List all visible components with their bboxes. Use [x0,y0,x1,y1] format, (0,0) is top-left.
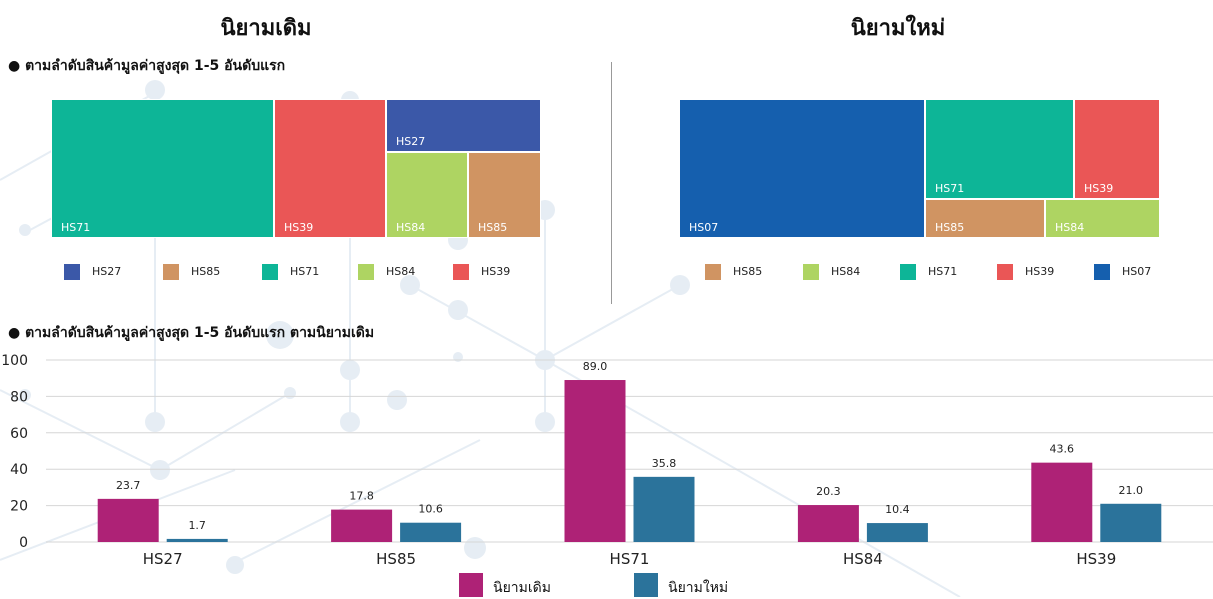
legend-label: HS84 [386,265,416,278]
bar-subtitle: ● ตามลำดับสินค้ามูลค่าสูงสุด 1-5 อันดับแ… [8,325,375,341]
treemap-tile-hs39[interactable]: HS39 [274,99,386,238]
y-tick-label: 100 [1,353,28,369]
treemap-tile-hs71[interactable]: HS71 [925,99,1074,199]
data-label: 21.0 [1119,484,1144,497]
bar-old-hs71[interactable] [564,380,626,542]
tile-label: HS39 [284,221,314,234]
legend-swatch [634,573,658,597]
data-label: 43.6 [1050,443,1075,456]
legend-label: นิยามใหม่ [668,580,729,596]
legend-label: นิยามเดิม [493,580,551,596]
treemap-tile-hs85[interactable]: HS85 [468,152,541,238]
bar-old-hs27[interactable] [97,498,159,542]
tile-label: HS07 [689,221,719,234]
bar-old-hs85[interactable] [331,509,393,542]
bar-new-hs71[interactable] [633,476,695,542]
bar-old-hs39[interactable] [1031,462,1093,542]
bar-chart: 0 20 40 60 80 100 23.7 1.7 HS27 17.8 10.6 HS85 89.0 3… [1,353,1213,568]
tile-label: HS85 [478,221,508,234]
right-title: นิยามใหม่ [850,16,946,41]
data-label: 17.8 [349,490,374,503]
legend-swatch [163,264,179,280]
legend-swatch [459,573,483,597]
bar-new-hs85[interactable] [400,522,462,542]
legend-swatch [358,264,374,280]
data-label: 20.3 [816,485,841,498]
x-tick-label: HS85 [376,550,416,568]
tile-label: HS84 [1055,221,1085,234]
legend-label: HS27 [92,265,122,278]
data-label: 10.4 [885,503,910,516]
legend-swatch [64,264,80,280]
panel-divider [611,62,612,304]
legend-swatch [900,264,916,280]
data-label: 1.7 [188,519,206,532]
x-tick-label: HS84 [843,550,883,568]
legend-label: HS84 [831,265,861,278]
data-label: 35.8 [652,457,677,470]
y-tick-label: 20 [10,499,28,515]
bar-old-hs84[interactable] [797,505,859,542]
legend-label: HS39 [481,265,511,278]
data-label: 10.6 [418,503,443,516]
treemap-legend-new: HS85 HS84 HS71 HS39 HS07 [705,264,1165,280]
treemap-legend-old: HS27 HS85 HS71 HS84 HS39 [64,264,544,280]
legend-label: HS71 [290,265,320,278]
treemap-tile-hs84[interactable]: HS84 [386,152,468,238]
tile-label: HS71 [61,221,91,234]
legend-label: HS07 [1122,265,1152,278]
treemap-new-definition: HS07 HS71 HS39 HS85 HS84 [679,99,1160,238]
y-tick-label: 40 [10,462,28,478]
treemap-subtitle: ● ตามลำดับสินค้ามูลค่าสูงสุด 1-5 อันดับแ… [8,58,286,74]
legend-swatch [705,264,721,280]
x-tick-label: HS27 [143,550,183,568]
y-tick-label: 60 [10,426,28,442]
y-tick-label: 80 [10,389,28,405]
data-label: 89.0 [583,360,608,373]
x-tick-label: HS39 [1076,550,1116,568]
tile-label: HS27 [396,135,426,148]
treemap-tile-hs85[interactable]: HS85 [925,199,1045,238]
bar-new-hs84[interactable] [866,523,928,542]
treemap-old-definition: HS71 HS39 HS27 HS84 HS85 [51,99,541,238]
tile-label: HS85 [935,221,965,234]
treemap-tile-hs71[interactable]: HS71 [51,99,274,238]
y-tick-label: 0 [19,535,28,551]
tile-label: HS39 [1084,182,1114,195]
legend-label: HS85 [733,265,763,278]
legend-label: HS85 [191,265,221,278]
x-tick-label: HS71 [610,550,650,568]
treemap-tile-hs84[interactable]: HS84 [1045,199,1160,238]
bar-new-hs27[interactable] [166,538,228,542]
bar-new-hs39[interactable] [1100,503,1162,542]
legend-swatch [997,264,1013,280]
tile-label: HS84 [396,221,426,234]
left-title: นิยามเดิม [220,16,312,41]
legend-label: HS39 [1025,265,1055,278]
data-label: 23.7 [116,479,141,492]
legend-swatch [453,264,469,280]
legend-swatch [1094,264,1110,280]
legend-label: HS71 [928,265,958,278]
treemap-tile-hs07[interactable]: HS07 [679,99,925,238]
tile-label: HS71 [935,182,965,195]
treemap-tile-hs27[interactable]: HS27 [386,99,541,152]
legend-swatch [262,264,278,280]
legend-swatch [803,264,819,280]
treemap-tile-hs39[interactable]: HS39 [1074,99,1160,199]
